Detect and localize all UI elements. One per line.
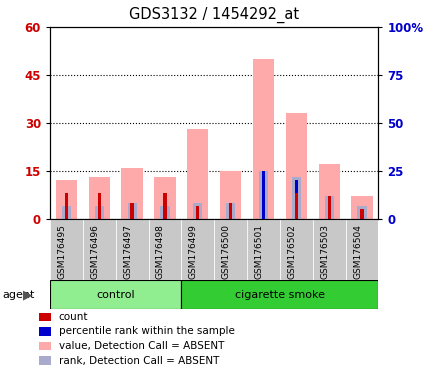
Bar [97,209,101,219]
Text: control: control [96,290,135,300]
Bar [97,193,101,219]
Bar [148,219,181,280]
Text: GSM176500: GSM176500 [221,224,230,279]
Bar [95,206,104,219]
Bar [294,193,297,219]
Text: rank, Detection Call = ABSENT: rank, Detection Call = ABSENT [59,356,219,366]
Bar [220,171,241,219]
Bar [324,197,333,219]
Text: agent: agent [2,290,34,300]
Bar [312,219,345,280]
Text: GSM176503: GSM176503 [319,224,329,279]
Text: value, Detection Call = ABSENT: value, Detection Call = ABSENT [59,341,224,351]
Bar [327,197,330,219]
Text: GSM176498: GSM176498 [156,224,164,279]
Bar [226,203,235,219]
Bar [228,203,232,219]
Bar [181,219,214,280]
Bar [359,209,363,219]
Bar [181,280,378,309]
Text: GSM176497: GSM176497 [123,224,132,279]
Bar [318,164,339,219]
Text: GSM176504: GSM176504 [352,224,361,279]
Text: count: count [59,312,88,322]
Text: cigarette smoke: cigarette smoke [234,290,324,300]
Bar [127,203,136,219]
Text: GDS3132 / 1454292_at: GDS3132 / 1454292_at [129,7,299,23]
Bar [65,209,68,219]
Bar [163,209,166,219]
Bar [279,219,312,280]
Bar [258,171,267,219]
Bar [285,113,306,219]
Bar [357,206,366,219]
Bar [154,177,175,219]
Bar [359,209,363,219]
Bar [351,197,372,219]
Text: ▶: ▶ [23,288,32,301]
Bar [196,206,199,219]
Bar [196,206,199,219]
Bar [294,180,297,219]
Text: GSM176499: GSM176499 [188,224,197,279]
Bar [89,177,110,219]
Bar [65,193,68,219]
Bar [56,180,77,219]
Bar [163,193,166,219]
Bar [130,206,134,219]
Bar [327,200,330,219]
Text: GSM176496: GSM176496 [90,224,99,279]
Bar [62,206,71,219]
Bar [261,171,265,219]
Bar [193,203,202,219]
Bar [82,219,115,280]
Text: GSM176502: GSM176502 [287,224,296,279]
Text: GSM176501: GSM176501 [254,224,263,279]
Bar [252,59,273,219]
Bar [50,219,82,280]
Bar [228,206,232,219]
Bar [187,129,208,219]
Text: GSM176495: GSM176495 [57,224,66,279]
Bar [214,219,247,280]
Bar [345,219,378,280]
Bar [291,177,300,219]
Bar [115,219,148,280]
Bar [160,206,169,219]
Bar [50,280,181,309]
Bar [130,203,134,219]
Bar [247,219,279,280]
Text: percentile rank within the sample: percentile rank within the sample [59,326,234,336]
Bar [121,168,142,219]
